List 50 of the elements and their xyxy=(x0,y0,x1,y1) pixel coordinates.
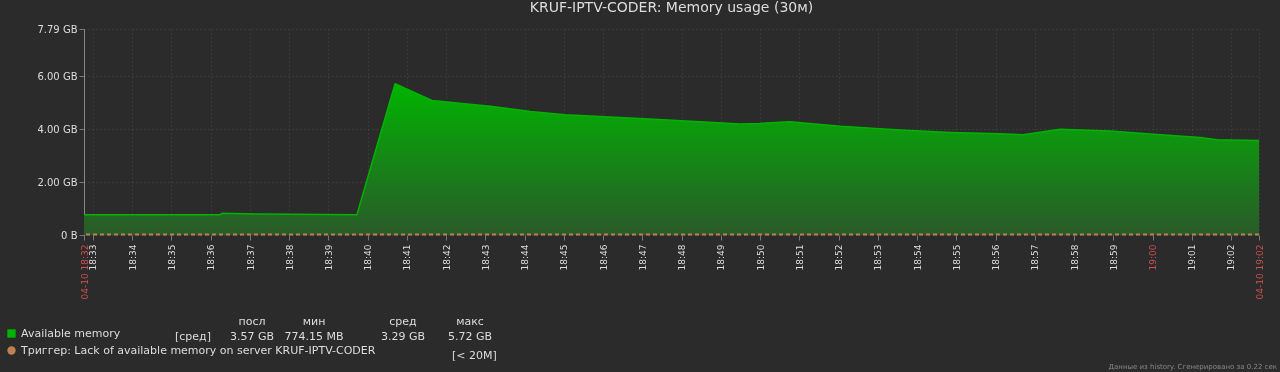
x-tick-label: 18:57 xyxy=(1030,244,1041,271)
legend-label: Триггер: Lack of available memory on server KRUF-IPTV-CODER xyxy=(20,343,376,357)
y-tick-label: 4.00 GB xyxy=(37,123,78,135)
x-tick-label: 04-10 18:32 xyxy=(79,244,90,300)
x-tick-label: 18:56 xyxy=(991,244,1002,271)
x-tick-label: 18:36 xyxy=(206,244,217,271)
text: 3.57 GB xyxy=(229,330,275,343)
y-tick-label: 7.79 GB xyxy=(37,23,78,35)
x-tick-label: 18:38 xyxy=(284,244,295,271)
x-tick-label: 18:50 xyxy=(755,244,766,271)
x-tick-label: 18:54 xyxy=(912,244,923,271)
x-tick-label: 18:41 xyxy=(402,244,413,271)
x-tick-label: 18:47 xyxy=(637,244,648,271)
x-tick-label: 18:43 xyxy=(480,244,491,271)
text: [сред] xyxy=(175,330,211,343)
text: 3.29 GB xyxy=(380,330,426,343)
x-tick-label: 18:49 xyxy=(716,244,727,271)
x-tick-label: 18:39 xyxy=(323,244,334,271)
x-tick-label: 19:00 xyxy=(1148,244,1159,271)
x-tick-label: 18:34 xyxy=(127,244,138,271)
x-tick-label: 18:58 xyxy=(1069,244,1080,271)
x-tick-label: 18:51 xyxy=(794,244,805,271)
text: 774.15 MB xyxy=(284,330,344,343)
y-tick-label: 0 B xyxy=(61,229,78,241)
text: 5.72 GB xyxy=(447,330,493,343)
x-tick-label: 18:52 xyxy=(834,244,845,271)
text: [< 20M] xyxy=(452,349,497,362)
x-tick-label: 18:45 xyxy=(559,244,570,271)
text: мин xyxy=(302,315,326,328)
x-tick-label: 18:40 xyxy=(363,244,374,271)
text: посл xyxy=(238,315,266,328)
x-tick-label: 18:46 xyxy=(598,244,609,271)
y-tick-label: 6.00 GB xyxy=(37,70,78,82)
y-tick-label: 2.00 GB xyxy=(37,176,78,188)
text: макс xyxy=(456,315,484,328)
x-tick-label: 04-10 19:02 xyxy=(1254,244,1265,300)
text: сред xyxy=(389,315,418,328)
chart-title: KRUF-IPTV-CODER: Memory usage (30м) xyxy=(529,0,814,15)
x-tick-label: 18:33 xyxy=(88,244,99,271)
x-tick-label: 18:55 xyxy=(951,244,962,271)
x-tick-label: 18:37 xyxy=(245,244,256,271)
legend-label: Available memory xyxy=(21,326,121,340)
x-tick-label: 18:35 xyxy=(166,244,177,271)
x-tick-label: 18:48 xyxy=(677,244,688,271)
x-tick-label: 18:59 xyxy=(1108,244,1119,271)
x-tick-label: 19:02 xyxy=(1226,244,1237,271)
x-tick-label: 18:42 xyxy=(441,244,452,271)
x-tick-label: 18:44 xyxy=(520,244,531,271)
x-tick-label: 19:01 xyxy=(1187,244,1198,271)
x-tick-label: 18:53 xyxy=(873,244,884,271)
